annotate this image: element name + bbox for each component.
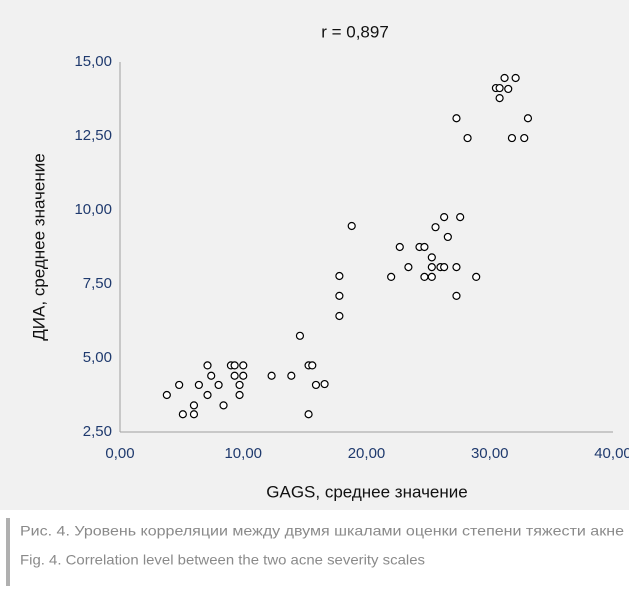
- point: [335, 271, 344, 281]
- point: [230, 361, 239, 370]
- x-tick-label: 10,00: [224, 445, 262, 462]
- point: [452, 291, 461, 300]
- point: [230, 371, 239, 380]
- point: [440, 263, 449, 272]
- point: [523, 114, 533, 123]
- point: [308, 361, 317, 370]
- point: [311, 380, 321, 390]
- point: [304, 410, 313, 419]
- point: [239, 361, 248, 370]
- point: [420, 242, 429, 252]
- y-tick-label: 2,50: [83, 423, 112, 440]
- point: [395, 242, 404, 252]
- caption-en: Fig. 4. Correlation level between the tw…: [20, 552, 425, 568]
- point: [427, 263, 436, 272]
- y-tick-label: 7,50: [83, 275, 112, 292]
- point: [387, 272, 396, 281]
- point: [287, 371, 296, 380]
- point: [335, 291, 344, 300]
- point: [443, 232, 452, 242]
- point: [189, 401, 199, 410]
- x-tick-label: 0,00: [105, 445, 134, 462]
- x-tick-label: 30,00: [471, 445, 509, 462]
- point: [295, 331, 305, 340]
- x-tick-label: 40,00: [594, 445, 629, 462]
- point: [507, 133, 517, 143]
- point: [203, 361, 212, 370]
- point: [207, 371, 216, 380]
- point: [420, 272, 429, 281]
- point: [320, 379, 329, 389]
- point: [404, 263, 413, 272]
- chart-background: [0, 0, 629, 510]
- point: [431, 223, 440, 232]
- point: [440, 213, 449, 222]
- x-tick-label: 20,00: [348, 445, 386, 462]
- point: [511, 73, 520, 83]
- point: [520, 133, 529, 143]
- point: [347, 221, 356, 231]
- point: [178, 410, 187, 419]
- point: [495, 94, 504, 103]
- point: [214, 380, 223, 390]
- point: [162, 390, 171, 400]
- x-axis-label: GAGS, среднее значение: [266, 482, 467, 501]
- point: [427, 272, 436, 281]
- caption-bar: [6, 518, 10, 586]
- point: [194, 380, 203, 390]
- point: [427, 253, 436, 262]
- chart-title: r = 0,897: [321, 22, 389, 41]
- y-tick-label: 10,00: [74, 201, 112, 218]
- point: [219, 401, 228, 410]
- point: [189, 410, 199, 419]
- point: [239, 371, 248, 380]
- point: [456, 213, 465, 222]
- point: [175, 380, 184, 390]
- point: [463, 133, 472, 143]
- y-tick-label: 15,00: [74, 53, 112, 70]
- point: [235, 390, 244, 400]
- point: [452, 263, 461, 272]
- point: [495, 83, 504, 93]
- point: [472, 272, 481, 281]
- y-tick-label: 5,00: [83, 349, 112, 366]
- point: [504, 84, 513, 94]
- caption-ru: Рис. 4. Уровень корреляции между двумя ш…: [20, 523, 624, 539]
- point: [452, 114, 461, 123]
- point: [235, 380, 244, 390]
- point: [267, 371, 276, 380]
- y-tick-label: 12,50: [74, 127, 112, 144]
- y-axis-label: ДИА, среднее значение: [29, 153, 48, 340]
- point: [335, 311, 344, 321]
- point: [500, 73, 509, 83]
- point: [203, 390, 212, 400]
